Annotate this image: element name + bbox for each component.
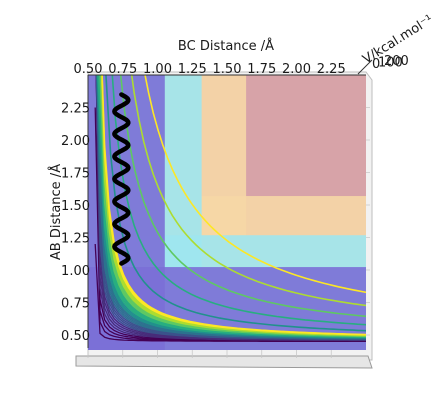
- x-axis-label: BC Distance /Å: [178, 38, 274, 54]
- y-tick-label: 1.25: [61, 232, 90, 247]
- contour-line-outer: [111, 75, 366, 326]
- contour-line-outer: [119, 75, 366, 318]
- z-axis-line: [357, 59, 373, 75]
- x-tick-label: 1.25: [178, 62, 207, 77]
- reaction-trajectory: [112, 92, 131, 266]
- x-tick-label: 1.00: [143, 62, 172, 77]
- y-tick-label: 2.25: [61, 102, 90, 117]
- z-tick-label: 0: [372, 57, 380, 72]
- y-tick-label: 1.75: [61, 167, 90, 182]
- y-tick-label: 0.50: [61, 329, 90, 344]
- z-tick-label: 100: [378, 56, 403, 71]
- x-tick-label: 1.50: [213, 62, 242, 77]
- y-tick-labels: 0.50 0.75 1.00 1.25 1.50 1.75 2.00 2.25: [61, 102, 90, 345]
- x-tick-label: 1.75: [247, 62, 276, 77]
- contour-line-outer: [144, 75, 366, 294]
- x-tick-label: 2.00: [282, 62, 311, 77]
- y-axis-label: AB Distance /Å: [48, 164, 64, 260]
- z-tick-label: 200: [384, 54, 409, 69]
- y-tick-label: 2.00: [61, 134, 90, 149]
- y-tick-label: 1.50: [61, 199, 90, 214]
- contour-lines: [94, 75, 366, 342]
- x-tick-label: 2.25: [317, 62, 346, 77]
- contour-line-outer: [105, 75, 366, 332]
- y-tick-label: 1.00: [61, 264, 90, 279]
- x-tick-label: 0.50: [74, 62, 103, 77]
- x-tick-labels: 0.50 0.75 1.00 1.25 1.50 1.75 2.00 2.25: [74, 62, 346, 77]
- floor-pane: [75, 355, 373, 369]
- y-tick-label: 0.75: [61, 297, 90, 312]
- contour-line-outer: [130, 75, 366, 307]
- x-tick-label: 0.75: [108, 62, 137, 77]
- contour-line: [101, 75, 366, 336]
